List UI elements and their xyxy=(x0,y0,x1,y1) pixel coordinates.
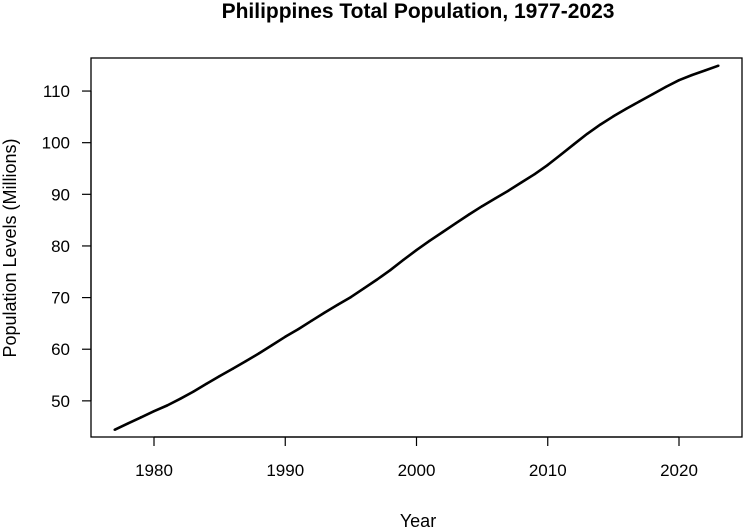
y-axis: 50 60 70 80 90 100 110 xyxy=(42,82,92,411)
data-point xyxy=(152,409,156,413)
data-point xyxy=(454,222,458,225)
data-point xyxy=(664,85,668,89)
data-point xyxy=(612,115,615,118)
data-point xyxy=(375,278,379,281)
x-axis-label: Year xyxy=(400,511,436,530)
data-point xyxy=(717,64,720,67)
data-point xyxy=(467,213,471,216)
data-point xyxy=(585,132,589,136)
data-point xyxy=(704,69,707,72)
chart-title: Philippines Total Population, 1977-2023 xyxy=(222,0,615,23)
x-tick-label: 2000 xyxy=(398,461,436,480)
data-point xyxy=(599,123,602,126)
x-tick-label: 2020 xyxy=(660,461,698,480)
data-point xyxy=(218,374,221,378)
data-point xyxy=(480,204,484,208)
y-tick-label: 90 xyxy=(51,185,70,204)
x-tick-label: 1990 xyxy=(266,461,304,480)
data-point xyxy=(559,153,563,156)
data-point xyxy=(165,404,169,407)
data-point xyxy=(323,311,326,314)
y-tick-label: 60 xyxy=(51,340,70,359)
y-tick-label: 70 xyxy=(51,289,70,308)
y-tick-label: 80 xyxy=(51,237,70,256)
data-point xyxy=(205,382,208,386)
y-tick-label: 110 xyxy=(43,82,70,101)
data-points xyxy=(113,64,720,431)
data-point xyxy=(336,303,339,307)
data-point xyxy=(244,359,248,363)
data-point xyxy=(297,327,300,331)
x-axis: 1980 1990 2000 2010 2020 xyxy=(135,436,698,480)
data-point xyxy=(113,428,116,431)
data-point xyxy=(231,367,234,371)
data-point xyxy=(415,248,418,252)
data-point xyxy=(270,343,274,347)
data-point xyxy=(494,197,497,200)
data-point xyxy=(572,143,576,146)
data-point xyxy=(651,92,654,96)
y-tick-label: 100 xyxy=(42,134,70,153)
data-point xyxy=(507,189,510,192)
data-point xyxy=(690,73,694,77)
x-tick-label: 2010 xyxy=(529,461,567,480)
data-point xyxy=(126,422,129,425)
y-tick-label: 50 xyxy=(51,392,70,411)
data-point xyxy=(389,269,392,272)
data-point xyxy=(349,295,353,299)
data-point xyxy=(310,319,313,323)
data-point xyxy=(179,397,182,400)
y-axis-label: Population Levels (Millions) xyxy=(0,138,20,357)
x-tick-label: 1980 xyxy=(135,461,173,480)
data-point xyxy=(257,352,261,355)
plot-frame xyxy=(90,57,743,438)
data-point xyxy=(428,239,431,242)
data-point xyxy=(520,181,523,184)
data-point xyxy=(677,79,681,82)
data-point xyxy=(362,287,366,290)
data-point xyxy=(284,335,287,339)
data-point xyxy=(192,390,195,393)
data-point xyxy=(546,163,549,167)
data-point xyxy=(139,416,143,419)
data-point xyxy=(533,172,536,176)
data-point xyxy=(441,230,444,234)
data-point xyxy=(625,107,628,110)
population-line xyxy=(114,64,719,431)
data-point xyxy=(402,258,405,262)
data-point xyxy=(638,100,641,103)
